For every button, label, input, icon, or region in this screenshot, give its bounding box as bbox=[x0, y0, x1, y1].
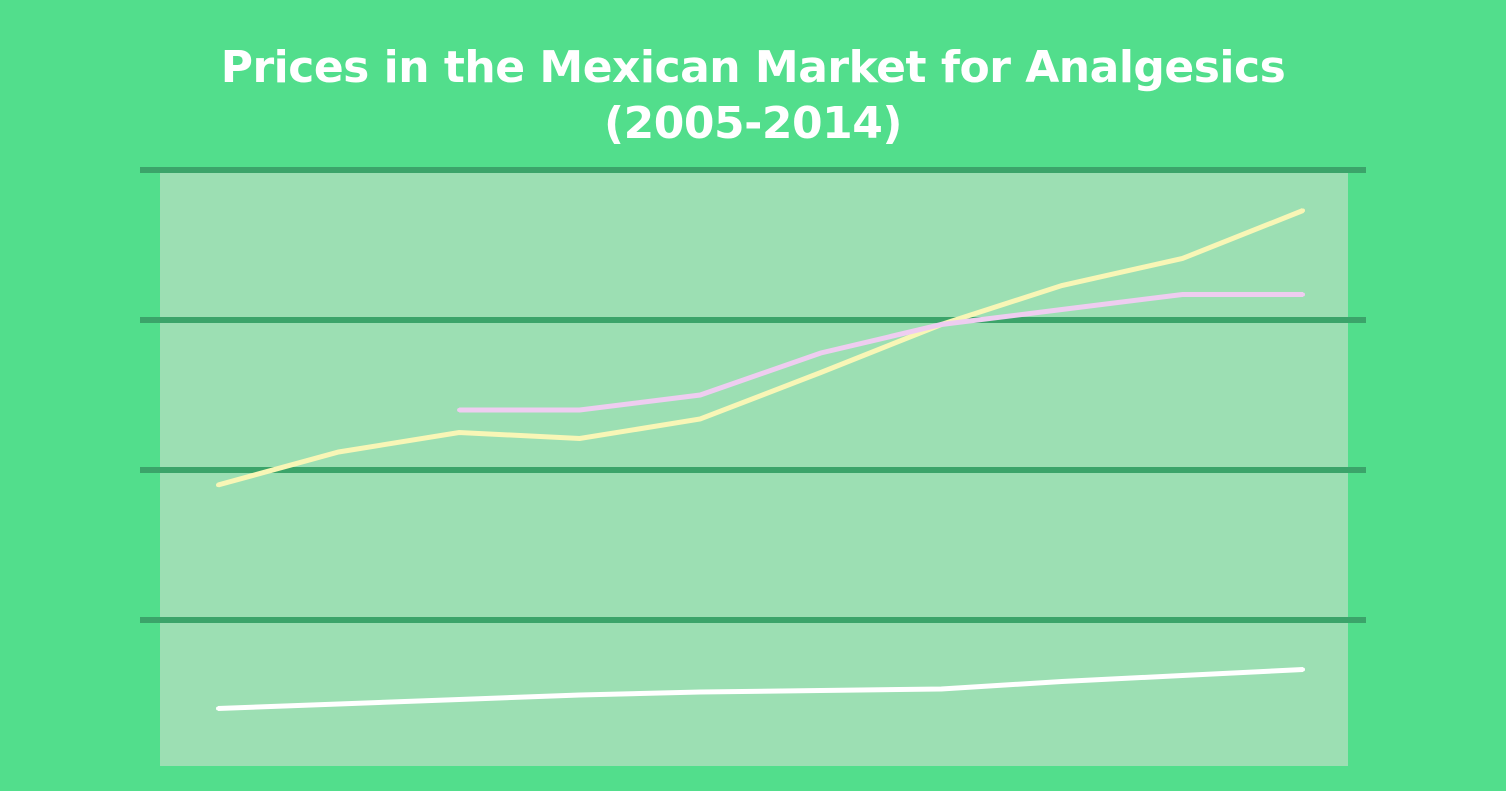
data-point bbox=[698, 690, 703, 694]
series-line bbox=[217, 667, 1304, 711]
data-point bbox=[1059, 307, 1064, 312]
series-lines bbox=[216, 208, 1305, 711]
data-point bbox=[216, 483, 220, 487]
data-point bbox=[457, 430, 462, 435]
data-point bbox=[1180, 256, 1185, 261]
series-2 bbox=[457, 292, 1305, 413]
data-point bbox=[336, 702, 341, 706]
data-point bbox=[1301, 208, 1305, 213]
data-point bbox=[1059, 679, 1064, 684]
data-point bbox=[939, 322, 944, 327]
data-point bbox=[818, 351, 823, 355]
data-point bbox=[577, 693, 582, 697]
series-3 bbox=[216, 667, 1305, 711]
gridlines bbox=[140, 167, 1366, 623]
data-point bbox=[457, 697, 462, 702]
data-point bbox=[577, 408, 582, 412]
data-point bbox=[1301, 292, 1305, 297]
data-point bbox=[1180, 292, 1185, 297]
data-point bbox=[457, 408, 462, 412]
data-point bbox=[698, 417, 703, 421]
series-line bbox=[217, 208, 1304, 488]
data-point bbox=[818, 688, 823, 693]
data-point bbox=[336, 450, 341, 454]
data-point bbox=[577, 436, 582, 441]
chart-title: Prices in the Mexican Market for Analges… bbox=[0, 40, 1506, 152]
data-point bbox=[818, 370, 823, 375]
data-point bbox=[939, 687, 944, 691]
data-point bbox=[216, 706, 220, 711]
chart-subtitle-line: (2005-2014) bbox=[604, 98, 902, 149]
data-point bbox=[1180, 673, 1185, 678]
data-point bbox=[1059, 283, 1064, 288]
series-line bbox=[459, 292, 1303, 413]
data-point bbox=[698, 393, 703, 397]
data-point bbox=[1301, 667, 1305, 672]
chart-title-line: Prices in the Mexican Market for Analges… bbox=[220, 42, 1286, 93]
